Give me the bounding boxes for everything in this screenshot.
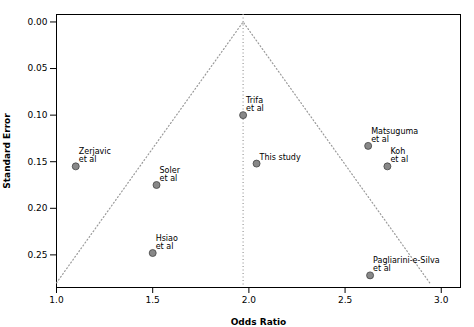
svg-text:Trifaet al: Trifaet al [245, 96, 264, 113]
svg-text:0.10: 0.10 [27, 110, 47, 120]
svg-text:0.05: 0.05 [27, 63, 47, 73]
svg-text:2.5: 2.5 [338, 295, 352, 305]
svg-text:Matsugumaet al: Matsugumaet al [371, 127, 418, 144]
svg-text:1.5: 1.5 [146, 295, 160, 305]
svg-text:0.15: 0.15 [27, 157, 47, 167]
svg-text:Pagliarini-e-Silvaet al: Pagliarini-e-Silvaet al [373, 256, 440, 273]
svg-text:Soleret al: Soleret al [160, 166, 181, 183]
svg-text:1.0: 1.0 [49, 295, 64, 305]
svg-text:2.0: 2.0 [242, 295, 257, 305]
svg-text:Zerjavicet al: Zerjavicet al [79, 147, 111, 164]
svg-text:Odds Ratio: Odds Ratio [231, 317, 287, 327]
svg-text:Hsiaoet al: Hsiaoet al [156, 234, 178, 251]
svg-text:Kohet al: Kohet al [390, 147, 408, 164]
svg-text:This study: This study [259, 153, 301, 162]
svg-text:0.20: 0.20 [27, 203, 47, 213]
svg-text:3.0: 3.0 [434, 295, 449, 305]
svg-text:Standard Error: Standard Error [2, 113, 12, 189]
svg-text:0.25: 0.25 [27, 250, 47, 260]
svg-text:0.00: 0.00 [27, 17, 47, 27]
